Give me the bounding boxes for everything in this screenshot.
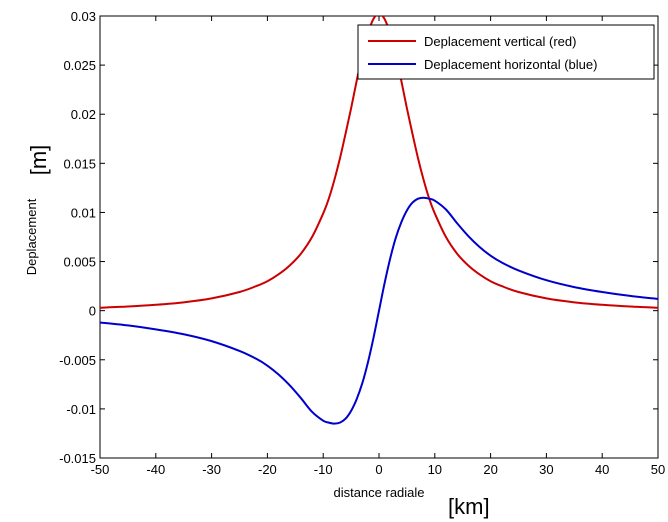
x-tick-label: 20 [483,462,497,477]
x-tick-label: 50 [651,462,665,477]
x-tick-label: 0 [375,462,382,477]
x-tick-label: -50 [91,462,110,477]
x-tick-label: -20 [258,462,277,477]
legend: Deplacement vertical (red) Deplacement h… [357,24,655,80]
x-unit-label: [km] [448,494,490,519]
legend-label-vertical: Deplacement vertical (red) [424,34,576,49]
series-line-vertical [100,16,658,309]
x-tick-label: -40 [146,462,165,477]
x-tick-label: 10 [428,462,442,477]
y-tick-label: 0 [89,304,96,319]
y-tick-label: 0.01 [71,205,96,220]
x-tick-label: 40 [595,462,609,477]
y-tick-label: -0.005 [59,353,96,368]
legend-label-horizontal: Deplacement horizontal (blue) [424,57,597,72]
y-tick-label: 0.005 [63,255,96,270]
y-axis-label: Deplacement [24,198,39,275]
y-ticks: -0.015 -0.01 -0.005 0 0.005 0.01 0.015 0.02 0.02… [59,9,658,466]
plot-area [99,15,659,459]
series-layer [100,16,658,425]
y-tick-label: 0.03 [71,9,96,24]
x-tick-label: 30 [539,462,553,477]
y-tick-label: -0.01 [66,402,96,417]
y-tick-label: -0.015 [59,451,96,466]
x-tick-label: -10 [314,462,333,477]
y-unit-label: [m] [26,145,51,176]
y-tick-label: 0.015 [63,156,96,171]
y-tick-label: 0.02 [71,107,96,122]
y-tick-label: 0.025 [63,58,96,73]
series-line-horizontal [100,196,658,425]
x-ticks: -50 -40 -30 -20 -10 0 10 20 30 40 50 [91,16,665,477]
x-axis-label: distance radiale [333,485,424,500]
legend-box [357,24,655,80]
x-tick-label: -30 [202,462,221,477]
